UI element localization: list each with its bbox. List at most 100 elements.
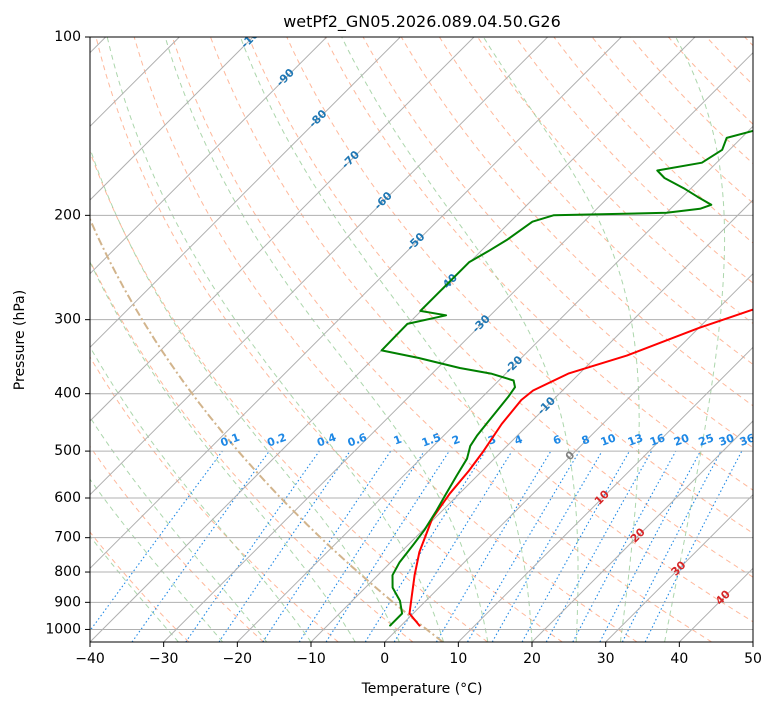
mixing-ratio-label: 8: [580, 433, 592, 448]
dewpoint-line: [380, 129, 753, 627]
y-tick-label: 400: [54, 386, 81, 402]
dry-adiabat-line: [90, 150, 488, 642]
mixing-ratio-line: [185, 450, 320, 642]
isotherm-line: [90, 37, 328, 275]
y-tick-label: 100: [54, 29, 81, 45]
mixing-ratio-line: [262, 450, 392, 642]
dry-adiabat-line: [95, 37, 563, 642]
chart-title: wetPf2_GN05.2026.089.04.50.G26: [283, 12, 561, 32]
x-tick-label: 0: [380, 651, 389, 667]
mixing-ratio-line: [572, 450, 677, 642]
mixing-ratio-label: 4: [513, 433, 525, 448]
plot-frame: [89, 36, 754, 643]
mixing-ratio-label: 1.5: [420, 431, 443, 450]
isotherm-line: [90, 37, 254, 201]
mixing-ratio-line: [393, 450, 513, 642]
mixing-ratio-line: [325, 450, 450, 642]
mixing-ratio-line: [218, 450, 351, 642]
x-tick-label: 30: [597, 651, 615, 667]
isotherm-line: [384, 272, 753, 642]
dry-adiabat-line: [515, 37, 753, 284]
moist-adiabat-line: [90, 478, 223, 642]
dry-adiabat-line: [90, 531, 190, 642]
y-axis: 1000 900 800 700 600 500 400 300 200 100: [45, 29, 90, 637]
moist-adiabat-line: [90, 345, 312, 642]
x-axis-title: Temperature (°C): [361, 681, 483, 697]
dry-adiabat-line: [438, 37, 753, 366]
dry-adiabat-line: [90, 356, 339, 642]
special-dry-adiabat: [90, 216, 444, 642]
mixing-ratio-lines: [90, 450, 743, 642]
moist-adiabat-line: [106, 37, 445, 642]
x-tick-label: −40: [75, 651, 105, 667]
x-tick-label: −10: [296, 651, 326, 667]
mixing-ratio-label: 30: [717, 431, 736, 449]
x-tick-label: −20: [223, 651, 253, 667]
y-tick-label: 700: [54, 530, 81, 546]
dry-adiabat-line: [210, 37, 753, 623]
isotherm-line: [163, 51, 753, 642]
y-tick-label: 200: [54, 207, 81, 223]
moist-adiabat-line: [239, 37, 533, 642]
mixing-ratio-label: 16: [648, 431, 667, 449]
moist-adiabat-line: [341, 37, 579, 642]
mixing-ratio-label: 10: [599, 431, 618, 449]
moist-adiabat-line: [90, 147, 400, 642]
mixing-ratio-label: 1: [392, 433, 404, 448]
isotherm-line: [310, 199, 753, 642]
x-tick-label: 50: [744, 651, 762, 667]
y-tick-label: 300: [54, 312, 81, 328]
pressure-grid: [90, 37, 753, 630]
mixing-ratio-label: 13: [626, 431, 645, 448]
mixing-ratio-line: [521, 450, 630, 642]
mixing-ratio-label: 20: [672, 431, 691, 449]
dry-adiabat-line: [248, 37, 753, 578]
moist-adiabat-line: [90, 416, 268, 642]
isotherm-line: [90, 37, 401, 349]
isotherm-line: [605, 493, 753, 642]
mixing-ratio-label: 36: [738, 431, 757, 449]
mixing-ratio-label: 6: [551, 433, 563, 448]
special-dry-adiabat-line: [90, 216, 444, 642]
x-tick-label: 40: [670, 651, 688, 667]
isotherm-line: [236, 125, 753, 642]
moist-adiabat-line: [664, 37, 726, 642]
dry-adiabat-line: [171, 37, 712, 642]
mixing-ratio-label: 0.2: [265, 431, 288, 450]
mixing-ratio-line: [131, 450, 270, 642]
dry-adiabat-line: [400, 37, 753, 407]
mixing-ratio-label: 2: [450, 433, 462, 448]
x-axis: −40 −30 −20 −10 0 10 20 30 40 50: [75, 642, 762, 667]
x-tick-label: −30: [149, 651, 179, 667]
y-tick-label: 900: [54, 594, 81, 610]
mixing-ratio-label: 0.1: [219, 431, 242, 450]
x-tick-label: 10: [449, 651, 467, 667]
plot-area: -100-90-80-70-60-50-40-30-20-10010203040…: [90, 37, 757, 642]
sounding-series: [380, 129, 753, 627]
y-tick-label: 600: [54, 490, 81, 506]
mixing-ratio-line: [90, 450, 223, 632]
mixing-ratio-line: [644, 450, 743, 642]
mixing-ratio-line: [545, 450, 653, 642]
mixing-ratio-labels: 0.1 0.2 0.4 0.6 1 1.5 2 3 4 6 8 10 13 16 20 25 30 36: [219, 431, 757, 450]
y-tick-label: 500: [54, 443, 81, 459]
temperature-line: [408, 308, 753, 627]
moist-adiabat-line: [164, 37, 489, 642]
y-axis-title: Pressure (hPa): [12, 290, 28, 390]
mixing-ratio-label: 25: [697, 431, 716, 448]
isotherm-line: [531, 420, 753, 642]
mixing-ratio-line: [298, 450, 425, 642]
isotherm-line: [90, 37, 622, 570]
y-tick-label: 800: [54, 564, 81, 580]
skewed-isotherms: [90, 37, 753, 642]
moist-adiabat-line: [482, 37, 640, 642]
y-tick-label: 1000: [45, 621, 81, 637]
moist-adiabats: [90, 37, 726, 642]
mixing-ratio-label: 0.6: [346, 431, 369, 450]
isotherm-line: [457, 346, 753, 642]
dry-adiabat-line: [90, 445, 264, 642]
isotherm-line: [90, 37, 549, 496]
isotherm-line: [90, 37, 475, 422]
